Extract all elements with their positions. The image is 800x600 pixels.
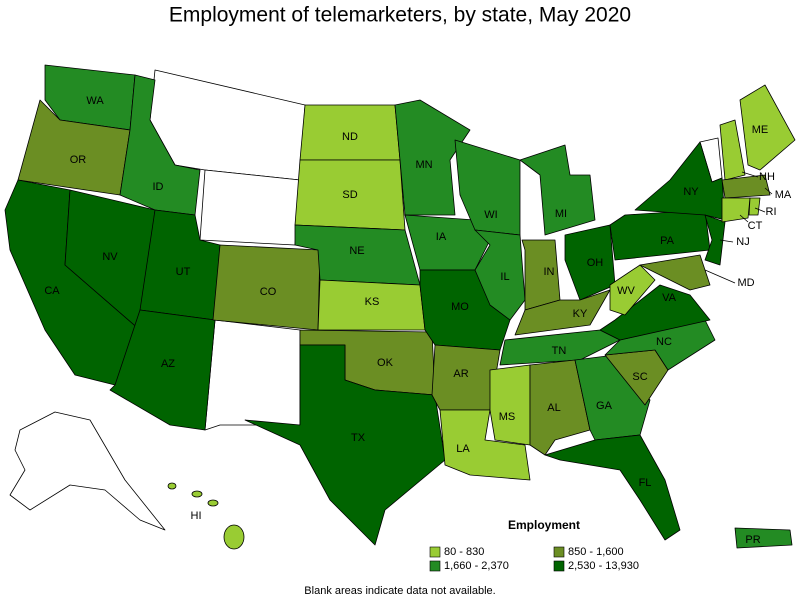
- state-label: TN: [552, 345, 567, 357]
- state: [119, 74, 201, 216]
- state-label: WA: [86, 95, 104, 107]
- state: [191, 490, 203, 498]
- state-label: ID: [153, 181, 164, 193]
- state-label: MN: [415, 159, 432, 171]
- state: [544, 434, 681, 541]
- state-label: PA: [660, 235, 675, 247]
- legend-swatch: [553, 560, 565, 572]
- state: [207, 499, 219, 507]
- state-label: AL: [547, 402, 560, 414]
- state-label: AZ: [161, 358, 175, 370]
- legend-swatch: [429, 546, 441, 558]
- state-label: UT: [176, 266, 191, 278]
- legend-label: 850 - 1,600: [568, 546, 624, 558]
- state-label: NJ: [736, 236, 749, 248]
- legend-swatch: [553, 546, 565, 558]
- state-labels: WA OR CA NV ID UT AZ CO ND SD NE KS OK T…: [44, 95, 792, 546]
- state-blank: [204, 319, 301, 431]
- state: [474, 229, 526, 321]
- leader-line: [704, 269, 736, 284]
- state-label: RI: [766, 206, 777, 218]
- state-label: NE: [349, 245, 364, 257]
- state: [404, 214, 491, 271]
- leader-line: [754, 207, 766, 213]
- state-label: CT: [748, 220, 763, 232]
- state: [244, 344, 446, 546]
- state: [719, 119, 746, 181]
- legend-label: 1,660 - 2,370: [444, 560, 509, 572]
- leader-line: [764, 187, 773, 195]
- legend-swatch: [429, 560, 441, 572]
- state-label: MO: [451, 301, 469, 313]
- state: [599, 284, 711, 341]
- state-label: CA: [44, 285, 60, 297]
- state: [734, 527, 793, 549]
- map: [4, 64, 796, 550]
- state: [499, 329, 621, 366]
- state: [609, 264, 656, 316]
- state: [394, 99, 471, 216]
- state: [739, 84, 796, 171]
- state-label: OR: [70, 154, 87, 166]
- state-label: OK: [377, 357, 394, 369]
- state-label: NV: [102, 251, 118, 263]
- state-label: SD: [342, 189, 357, 201]
- state-label: WV: [617, 285, 635, 297]
- state-label: IN: [544, 266, 555, 278]
- state-label: GA: [596, 400, 613, 412]
- state-label: KY: [573, 308, 588, 320]
- state-label: HI: [191, 510, 202, 522]
- leader-line: [741, 171, 759, 178]
- hawaii: [167, 482, 245, 550]
- footnote: Blank areas indicate data not available.: [304, 585, 495, 597]
- legend: Employment 80 - 830 850 - 1,600 1,660 - 2,…: [429, 518, 639, 572]
- state-label: SC: [632, 371, 647, 383]
- state-label: VA: [662, 292, 677, 304]
- state-label: AR: [453, 368, 468, 380]
- state: [748, 197, 761, 216]
- state-label: LA: [456, 443, 470, 455]
- state-label: MS: [499, 411, 516, 423]
- state: [519, 144, 596, 236]
- legend-label: 80 - 830: [444, 546, 484, 558]
- state-label: WI: [484, 209, 497, 221]
- state-label: NH: [759, 171, 775, 183]
- state-label: ME: [752, 124, 769, 136]
- state: [609, 209, 711, 261]
- leader-line: [739, 214, 749, 223]
- state: [564, 224, 616, 301]
- state-label: MD: [737, 277, 754, 289]
- state-label: NC: [656, 336, 672, 348]
- state: [167, 482, 177, 490]
- state-label: CO: [260, 286, 277, 298]
- leader-line: [719, 239, 734, 243]
- state-label: ND: [342, 131, 358, 143]
- state: [721, 174, 771, 199]
- state-label: MA: [775, 189, 792, 201]
- state-label: KS: [365, 296, 380, 308]
- state-blank: [9, 411, 166, 531]
- state-label: OH: [587, 257, 604, 269]
- legend-title: Employment: [508, 518, 580, 532]
- state: [639, 254, 711, 291]
- state: [223, 524, 245, 550]
- state-label: PR: [745, 534, 760, 546]
- legend-label: 2,530 - 13,930: [568, 560, 639, 572]
- state-label: TX: [351, 432, 366, 444]
- state-blank: [199, 169, 301, 246]
- state: [721, 197, 751, 223]
- state-label: IA: [436, 231, 447, 243]
- state-label: FL: [639, 477, 652, 489]
- state-label: NY: [683, 186, 699, 198]
- state-label: MI: [555, 208, 567, 220]
- title: Employment of telemarketers, by state, M…: [169, 4, 631, 27]
- state-label: IL: [500, 271, 509, 283]
- state: [439, 409, 531, 481]
- state: [489, 364, 531, 446]
